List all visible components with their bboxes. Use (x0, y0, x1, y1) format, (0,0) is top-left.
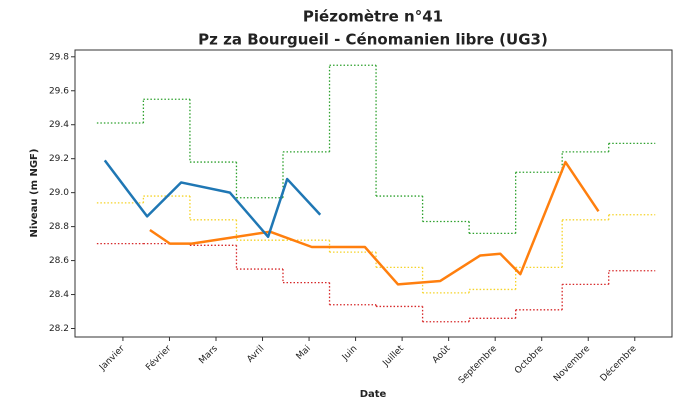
x-tick-label: Septembre (457, 344, 499, 386)
y-tick-label: 28.8 (49, 222, 69, 232)
y-tick-label: 28.2 (49, 324, 69, 334)
y-tick-label: 29.0 (49, 188, 69, 198)
y-tick-label: 28.4 (49, 290, 69, 300)
x-tick-label: Avril (245, 344, 266, 365)
x-tick-label: Juin (340, 344, 360, 364)
x-tick-label: Décembre (598, 343, 639, 384)
y-tick-label: 29.8 (49, 52, 69, 62)
x-tick-label: Juillet (381, 343, 407, 369)
line-series (149, 160, 600, 286)
plot-frame (74, 49, 673, 338)
x-tick-label: Mars (197, 344, 220, 367)
y-tick-label: 29.2 (49, 154, 69, 164)
x-axis-label: Date (360, 389, 387, 400)
x-tick-label: Novembre (552, 343, 592, 383)
x-tick-label: Mai (295, 344, 313, 362)
y-tick-label: 29.4 (49, 120, 69, 130)
x-tick-label: Août (431, 343, 453, 365)
x-tick-label: Octobre (513, 343, 546, 376)
chart-subtitle: Pz za Bourgueil - Cénomanien libre (UG3) (198, 31, 548, 49)
x-tick-label: Janvier (97, 344, 127, 374)
y-axis-label: Niveau (m NGF) (29, 149, 40, 238)
y-tick-label: 28.6 (49, 256, 69, 266)
line-series (103, 159, 322, 239)
chart-title: Piézomètre n°41 (303, 8, 443, 26)
y-tick-label: 29.6 (49, 86, 69, 96)
x-tick-label: Février (144, 343, 174, 373)
